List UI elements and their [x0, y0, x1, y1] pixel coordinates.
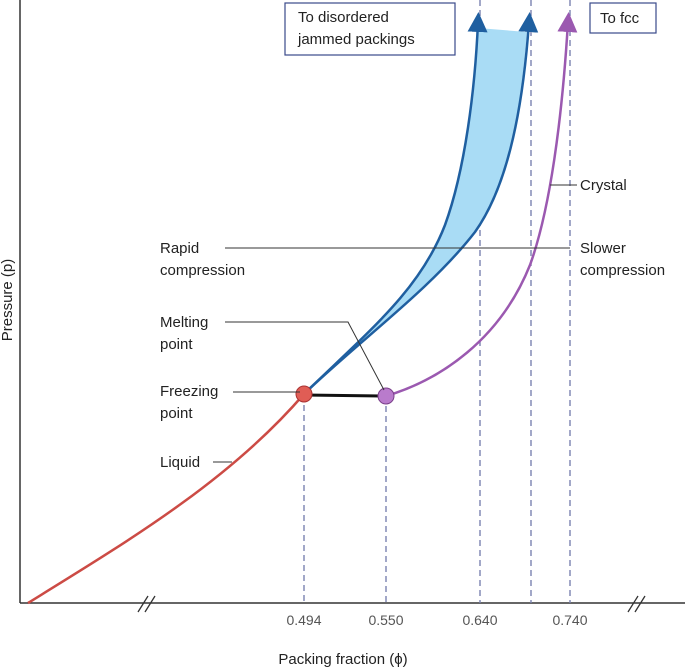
- label: Melting: [160, 314, 208, 331]
- x-tick-label: 0.494: [286, 612, 321, 628]
- melting-point: [377, 387, 395, 405]
- x-tick-label: 0.640: [462, 612, 497, 628]
- glass-region: [304, 28, 527, 394]
- box-text: To fcc: [600, 10, 640, 27]
- rapid-curve: [303, 12, 488, 395]
- guide-lines: [303, 0, 571, 603]
- label: point: [160, 405, 193, 422]
- label: compression: [160, 262, 245, 279]
- x-axis-label: Packing fraction (ϕ): [278, 651, 407, 668]
- label: compression: [580, 262, 665, 279]
- y-axis-label: Pressure (p): [0, 259, 16, 342]
- x-tick-label: 0.740: [552, 612, 587, 628]
- leaders: [213, 184, 577, 463]
- box-disordered: [284, 2, 456, 56]
- axes: [19, 0, 685, 613]
- slow-curve: [303, 12, 539, 395]
- label: point: [160, 336, 193, 353]
- box-text: To disordered: [298, 9, 389, 26]
- freezing-point: [295, 385, 313, 403]
- crystal-curve: [385, 12, 578, 398]
- label: Rapid: [160, 240, 199, 257]
- box-text: jammed packings: [297, 31, 415, 48]
- box-fcc: [589, 2, 657, 34]
- label: Crystal: [580, 177, 627, 194]
- x-tick-label: 0.550: [368, 612, 403, 628]
- label: Slower: [580, 240, 626, 257]
- liquid-curve: [27, 393, 305, 605]
- coexistence: [303, 393, 387, 398]
- label: Liquid: [160, 454, 200, 471]
- label: Freezing: [160, 383, 218, 400]
